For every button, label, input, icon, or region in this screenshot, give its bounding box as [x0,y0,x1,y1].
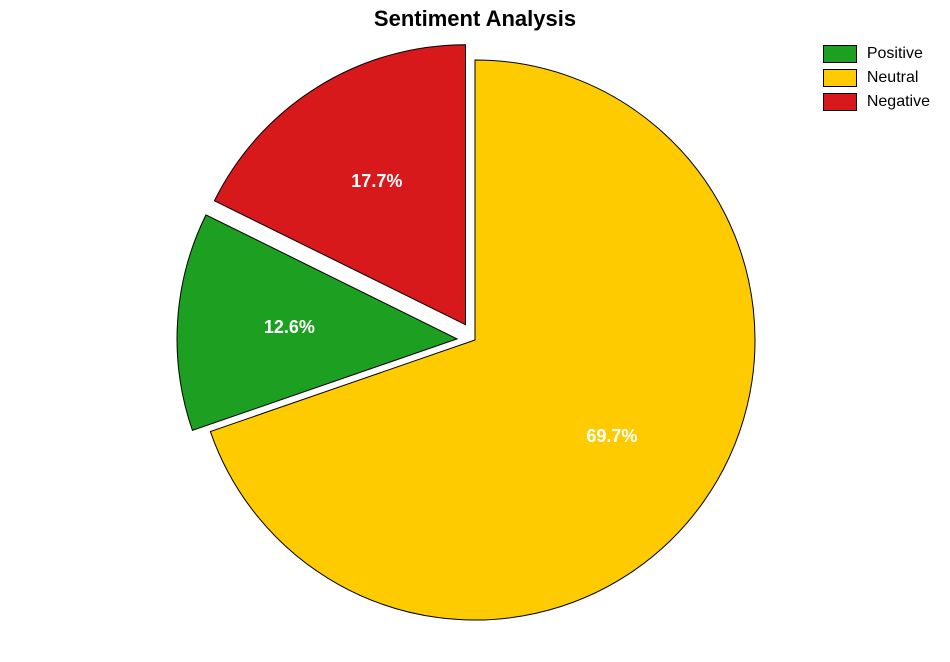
legend-item-positive: Positive [823,45,930,63]
legend: Positive Neutral Negative [823,45,930,117]
chart-container: Sentiment Analysis 69.7%12.6%17.7% Posit… [0,0,950,662]
legend-item-negative: Negative [823,93,930,111]
legend-label-neutral: Neutral [867,69,919,87]
slice-label-neutral: 69.7% [586,426,637,446]
legend-swatch-neutral [823,69,857,87]
legend-swatch-positive [823,45,857,63]
pie-chart: 69.7% 12.6% 17.7% [0,0,950,662]
legend-item-neutral: Neutral [823,69,930,87]
legend-swatch-negative [823,93,857,111]
slice-label-negative: 17.7% [351,171,402,191]
legend-label-positive: Positive [867,45,923,63]
slice-label-positive: 12.6% [264,317,315,337]
legend-label-negative: Negative [867,93,930,111]
